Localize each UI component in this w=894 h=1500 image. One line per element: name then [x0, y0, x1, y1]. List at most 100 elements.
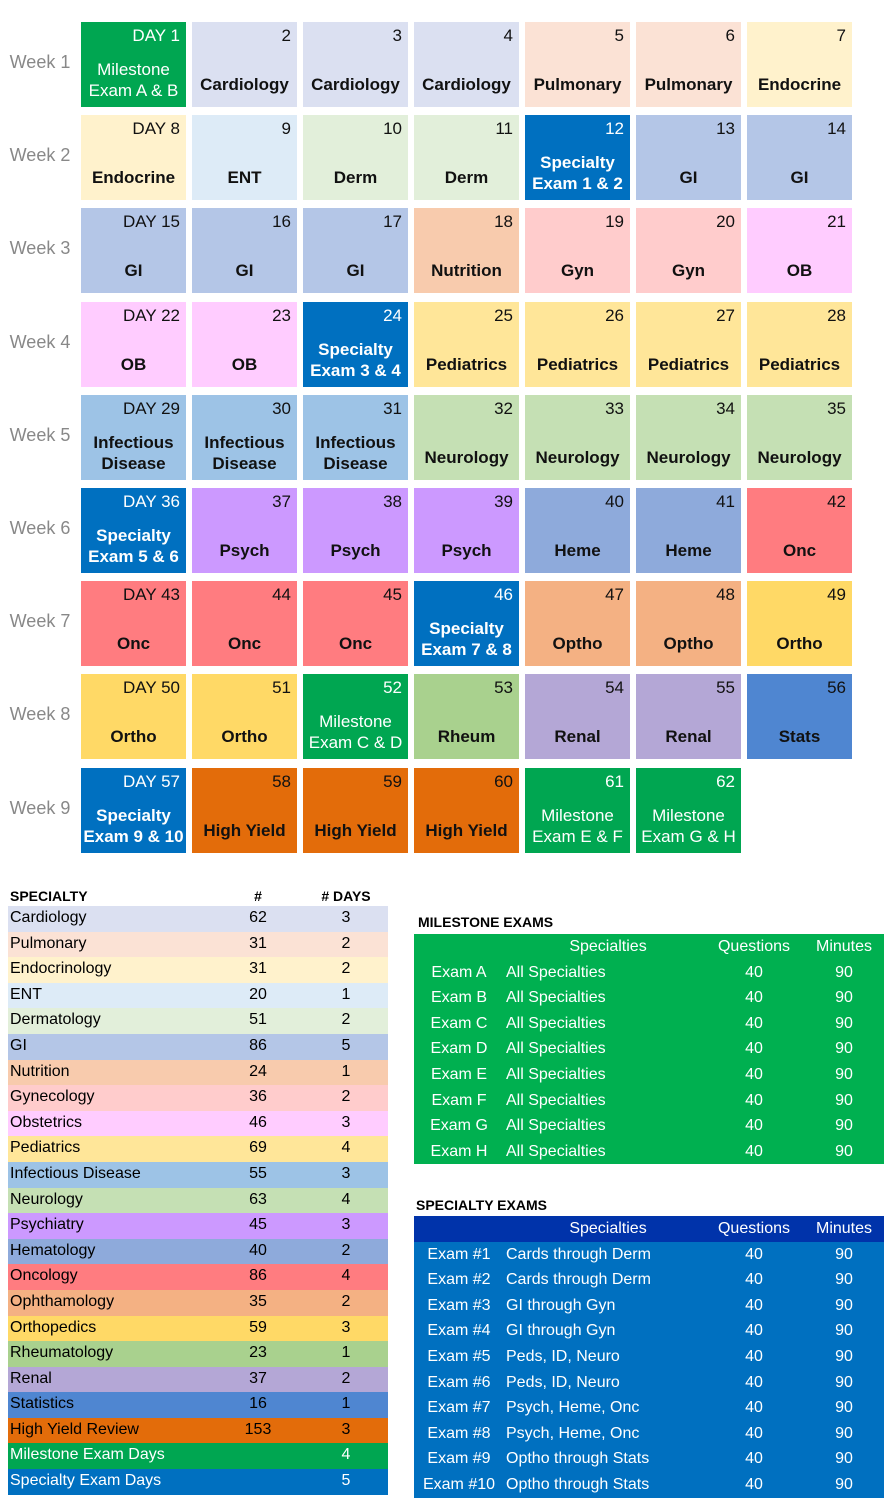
specialty-header-minutes: Minutes [815, 1220, 873, 1237]
day-topic: Optho [663, 634, 714, 654]
milestone-exams-title: MILESTONE EXAMS [418, 914, 554, 930]
day-number: 32 [494, 398, 513, 418]
legend-topic-count: 24 [249, 1062, 267, 1080]
exam-minutes: 90 [835, 1373, 853, 1391]
calendar-day-cell: 46 Specialty Exam 7 & 8 [414, 581, 519, 667]
day-topic: Cardiology [200, 75, 289, 94]
legend-row: GI 86 5 [8, 1033, 388, 1060]
exam-questions: 40 [745, 1271, 763, 1289]
week-label: Week 2 [9, 145, 71, 166]
milestone-exam-row: Exam C All Specialties 40 90 [414, 1010, 884, 1037]
legend-specialty-name: Rheumatology [10, 1344, 114, 1362]
day-topic: Specialty Exam 1 & 2 [532, 153, 623, 194]
day-topic: GI [235, 261, 254, 281]
calendar-day-cell: 31 Infectious Disease [303, 394, 408, 480]
day-number: 39 [494, 492, 513, 511]
legend-topic-count: 16 [249, 1395, 267, 1413]
exam-questions: 40 [745, 1424, 763, 1442]
calendar-day-cell: 10 Derm [303, 115, 408, 201]
day-number: 51 [272, 678, 291, 698]
legend-specialty-name: Nutrition [10, 1062, 70, 1080]
legend-day-count: 2 [341, 1241, 351, 1259]
day-topic: Heme [665, 541, 712, 560]
day-topic: Pulmonary [533, 75, 622, 94]
calendar-day-cell: 13 GI [636, 115, 741, 201]
day-topic: Neurology [535, 447, 620, 467]
day-number: 24 [383, 305, 402, 325]
day-topic: Psych [330, 541, 381, 560]
calendar-day-cell: 33 Neurology [525, 394, 630, 480]
legend-specialty-name: Cardiology [10, 909, 87, 926]
day-topic: Gyn [560, 261, 595, 281]
exam-specialties: GI through Gyn [506, 1296, 616, 1314]
legend-row: Oncology 86 4 [8, 1264, 388, 1290]
day-number: 9 [281, 119, 291, 139]
day-topic: Derm [333, 168, 378, 188]
exam-questions: 40 [745, 963, 763, 981]
day-number: 14 [827, 119, 846, 139]
day-topic: Stats [778, 727, 821, 747]
specialty-exam-row: Exam #1 Cards through Derm 40 90 [414, 1241, 884, 1268]
exam-specialties: All Specialties [506, 963, 606, 981]
calendar-day-cell: 21 OB [747, 208, 852, 294]
day-number: 38 [383, 492, 402, 511]
day-topic: GI [346, 261, 365, 281]
exam-minutes: 90 [835, 1347, 853, 1365]
legend-specialty-name: ENT [10, 985, 42, 1003]
legend-row: Endocrinology 31 2 [8, 957, 388, 983]
calendar-day-cell: 37 Psych [192, 488, 297, 573]
day-topic: Cardiology [311, 75, 400, 94]
day-number: 37 [272, 492, 291, 511]
day-topic: Infectious Disease [93, 432, 174, 473]
legend-specialty-name: Hematology [10, 1241, 96, 1259]
day-topic: Ortho [776, 634, 823, 654]
day-topic: Psych [441, 541, 492, 560]
day-topic: Pediatrics [425, 354, 508, 374]
day-topic: Heme [554, 541, 601, 560]
legend-specialty-name: Ophthamology [10, 1292, 115, 1310]
day-topic: Infectious Disease [315, 432, 396, 473]
day-topic: Ortho [110, 727, 157, 747]
legend-row: Dermatology 51 2 [8, 1008, 388, 1034]
milestone-exam-row: Exam E All Specialties 40 90 [414, 1061, 884, 1088]
calendar-day-cell: 49 Ortho [747, 581, 852, 667]
calendar-day-cell: 44 Onc [192, 581, 297, 667]
day-topic: Endocrine [91, 168, 176, 188]
day-number: 45 [383, 585, 402, 605]
day-topic: Specialty Exam 5 & 6 [88, 526, 179, 566]
day-number: 30 [272, 398, 291, 418]
day-number: 13 [716, 119, 735, 139]
calendar-day-cell: DAY 29 Infectious Disease [81, 394, 186, 480]
day-number: DAY 29 [122, 398, 180, 418]
exam-specialties: Optho through Stats [506, 1450, 650, 1468]
day-topic: High Yield [314, 820, 397, 840]
legend-topic-count: 20 [249, 985, 267, 1003]
exam-minutes: 90 [835, 1091, 853, 1109]
exam-name: Exam #2 [427, 1271, 491, 1289]
calendar-day-cell: DAY 57 Specialty Exam 9 & 10 [81, 767, 186, 853]
study-calendar: Week 1 DAY 1 Milestone Exam A & B 2 Cardiolo… [9, 22, 852, 853]
calendar-day-cell: 23 OB [192, 301, 297, 387]
specialty-legend-table: SPECIALTY # TOPICS # DAYS Cardiology623P… [8, 886, 388, 1495]
day-number: DAY 1 [132, 26, 180, 45]
calendar-day-cell: 2 Cardiology [192, 22, 297, 107]
day-topic: GI [679, 168, 698, 188]
calendar-day-cell: DAY 15 GI [81, 208, 186, 294]
legend-topic-count: 40 [249, 1241, 267, 1259]
exam-name: Exam F [431, 1091, 487, 1109]
day-topic: Ortho [221, 727, 268, 747]
exam-minutes: 90 [835, 1271, 853, 1289]
exam-minutes: 90 [835, 1475, 853, 1493]
day-number: DAY 36 [122, 492, 180, 511]
day-topic: Optho [552, 634, 603, 654]
day-topic: Onc [338, 634, 373, 654]
day-number: 16 [272, 212, 291, 232]
day-topic: Psych [219, 541, 270, 560]
day-number: 18 [494, 212, 513, 232]
milestone-header-questions: Questions [717, 938, 791, 955]
exam-specialties: All Specialties [506, 1117, 606, 1135]
milestone-exam-row: Exam B All Specialties 40 90 [414, 985, 884, 1011]
day-topic: Renal [554, 727, 601, 747]
exam-minutes: 90 [835, 1014, 853, 1032]
legend-specialty-name: Oncology [10, 1267, 78, 1285]
